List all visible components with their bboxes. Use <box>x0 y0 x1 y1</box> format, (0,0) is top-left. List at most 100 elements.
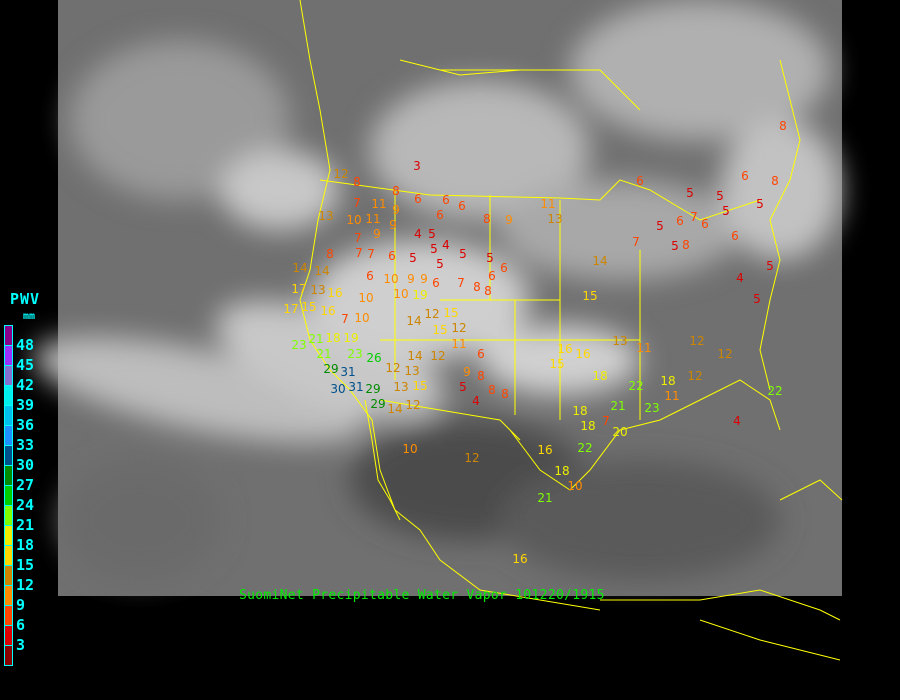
legend-swatch <box>4 345 13 366</box>
legend-swatch <box>4 485 13 506</box>
station-pwv-value: 8 <box>771 174 779 188</box>
station-pwv-value: 6 <box>388 249 396 263</box>
station-pwv-value: 10 <box>354 311 369 325</box>
legend-title: PWV <box>10 290 41 308</box>
station-pwv-value: 8 <box>682 238 690 252</box>
station-pwv-value: 26 <box>366 351 381 365</box>
legend-swatch <box>4 565 13 586</box>
station-pwv-value: 23 <box>291 338 306 352</box>
station-pwv-value: 8 <box>488 383 496 397</box>
station-pwv-value: 29 <box>365 382 380 396</box>
legend-swatch <box>4 445 13 466</box>
station-pwv-value: 15 <box>412 379 427 393</box>
station-pwv-value: 11 <box>451 337 466 351</box>
station-pwv-value: 6 <box>488 269 496 283</box>
cloud-layer <box>33 0 840 580</box>
station-pwv-value: 10 <box>567 479 582 493</box>
station-pwv-value: 9 <box>407 272 415 286</box>
legend-swatch <box>4 605 13 626</box>
legend-label: 3 <box>16 635 26 654</box>
station-pwv-value: 5 <box>671 239 679 253</box>
station-pwv-value: 5 <box>430 242 438 256</box>
station-pwv-value: 18 <box>592 369 607 383</box>
legend-label: 33 <box>16 435 35 454</box>
station-pwv-value: 5 <box>428 227 436 241</box>
station-pwv-value: 21 <box>537 491 552 505</box>
station-pwv-value: 20 <box>612 425 627 439</box>
station-pwv-value: 8 <box>484 284 492 298</box>
station-pwv-value: 14 <box>292 261 307 275</box>
legend-swatch <box>4 505 13 526</box>
station-pwv-value: 14 <box>407 349 422 363</box>
east-coast <box>759 59 801 391</box>
legend-label: 48 <box>16 335 35 354</box>
station-pwv-value: 8 <box>473 280 481 294</box>
station-pwv-value: 22 <box>628 379 643 393</box>
station-pwv-value: 8 <box>501 387 509 401</box>
station-pwv-value: 18 <box>325 331 340 345</box>
station-pwv-value: 6 <box>741 169 749 183</box>
station-pwv-value: 15 <box>549 357 564 371</box>
baja-coast <box>364 399 401 521</box>
station-pwv-value: 9 <box>505 213 513 227</box>
station-pwv-value: 6 <box>414 192 422 206</box>
station-pwv-value: 14 <box>406 314 421 328</box>
station-pwv-value: 15 <box>432 323 447 337</box>
station-pwv-value: 6 <box>701 217 709 231</box>
station-pwv-value: 10 <box>393 287 408 301</box>
station-pwv-value: 5 <box>459 247 467 261</box>
station-pwv-value: 6 <box>731 229 739 243</box>
station-pwv-value: 12 <box>451 321 466 335</box>
station-pwv-value: 21 <box>316 347 331 361</box>
station-pwv-value: 15 <box>301 300 316 314</box>
legend-swatch <box>4 425 13 446</box>
station-pwv-value: 12 <box>405 398 420 412</box>
station-pwv-value: 17 <box>283 302 298 316</box>
legend-swatch <box>4 545 13 566</box>
legend-label: 15 <box>16 555 35 574</box>
station-pwv-value: 11 <box>540 197 555 211</box>
station-pwv-value: 31 <box>340 365 355 379</box>
station-pwv-value: 5 <box>753 292 761 306</box>
station-pwv-value: 7 <box>353 196 361 210</box>
station-pwv-value: 16 <box>557 342 572 356</box>
legend-swatch <box>4 325 13 346</box>
station-pwv-value: 16 <box>575 347 590 361</box>
station-pwv-value: 22 <box>767 384 782 398</box>
canada-border <box>319 179 761 221</box>
station-pwv-value: 8 <box>392 184 400 198</box>
station-pwv-value: 6 <box>500 261 508 275</box>
station-pwv-value: 16 <box>327 286 342 300</box>
station-pwv-value: 7 <box>354 231 362 245</box>
station-pwv-value: 15 <box>582 289 597 303</box>
station-pwv-value: 5 <box>656 219 664 233</box>
station-pwv-value: 13 <box>310 283 325 297</box>
station-pwv-value: 10 <box>402 442 417 456</box>
station-pwv-value: 13 <box>318 209 333 223</box>
station-pwv-value: 9 <box>373 227 381 241</box>
legend-swatch <box>4 405 13 426</box>
coastline-west <box>299 0 601 611</box>
station-pwv-value: 5 <box>756 197 764 211</box>
map-caption: SuomiNet Precipitable Water Vapor 101220… <box>239 588 605 603</box>
station-pwv-value: 12 <box>430 349 445 363</box>
legend-swatch <box>4 625 13 646</box>
legend-swatch <box>4 525 13 546</box>
station-pwv-value: 5 <box>409 251 417 265</box>
station-pwv-value: 7 <box>690 210 698 224</box>
station-pwv-value: 13 <box>612 334 627 348</box>
station-pwv-value: 12 <box>333 167 348 181</box>
station-pwv-value: 9 <box>420 272 428 286</box>
station-pwv-value: 7 <box>341 312 349 326</box>
station-pwv-value: 8 <box>326 247 334 261</box>
station-pwv-value: 21 <box>610 399 625 413</box>
station-pwv-value: 11 <box>664 389 679 403</box>
legend-label: 27 <box>16 475 35 494</box>
station-pwv-value: 12 <box>464 451 479 465</box>
legend-label: 42 <box>16 375 35 394</box>
legend-label: 9 <box>16 595 26 614</box>
station-pwv-value: 21 <box>308 332 323 346</box>
station-pwv-value: 6 <box>477 347 485 361</box>
station-pwv-value: 30 <box>330 382 345 396</box>
